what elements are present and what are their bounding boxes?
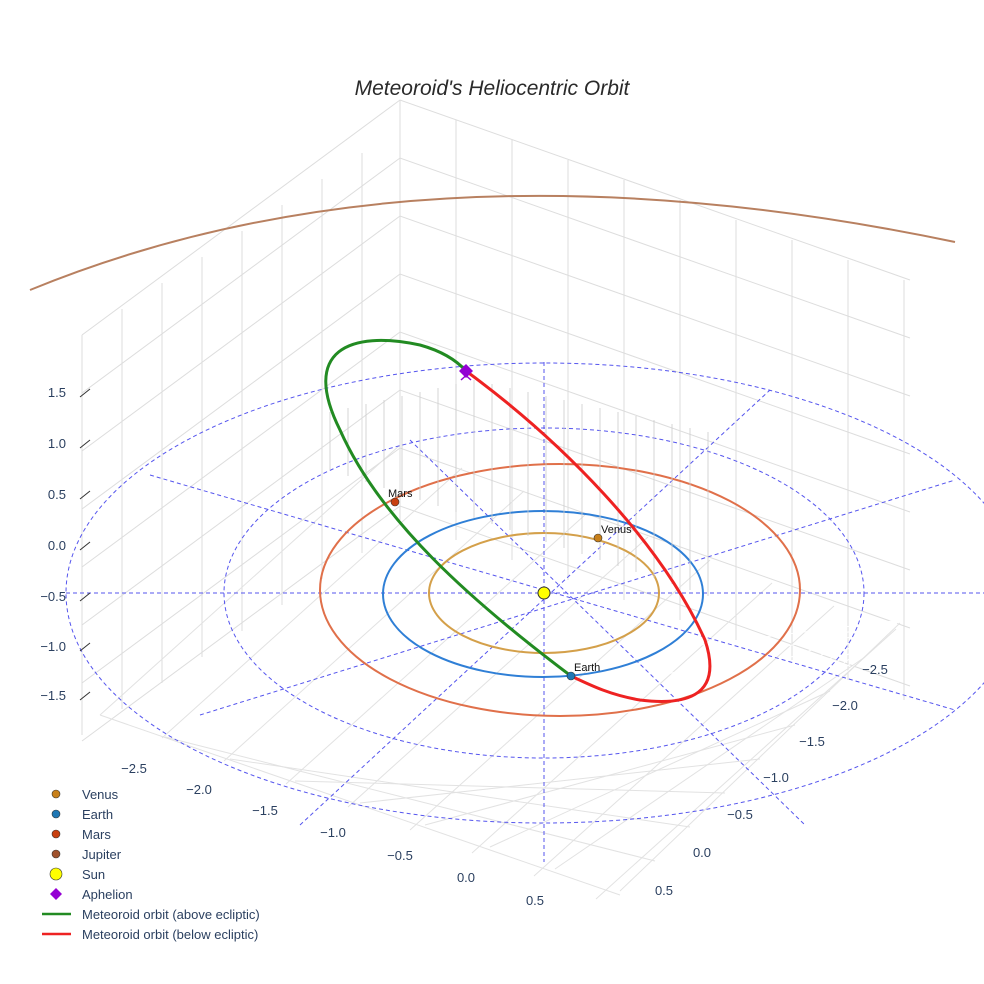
y-tick-label: 0.0 <box>693 845 711 860</box>
meteoroid-orbit-above <box>324 338 572 678</box>
aphelion-x-marker <box>460 370 472 381</box>
spacer <box>619 619 901 776</box>
floor-grid-line <box>161 467 463 739</box>
z-tick-label: 0.0 <box>48 538 66 553</box>
grid-line <box>81 331 911 568</box>
grid-line <box>81 215 911 452</box>
ecliptic-spoke <box>409 439 806 826</box>
legend-circle-icon <box>51 809 61 819</box>
planet-earth <box>566 671 576 681</box>
floor-grid-line <box>99 444 401 716</box>
floor-grid-line <box>619 622 901 892</box>
floor-grid-line <box>359 758 761 804</box>
spacer <box>619 619 901 866</box>
z-tick-label: −1.5 <box>40 688 66 703</box>
grid-line <box>81 99 911 336</box>
grid-line <box>81 273 911 510</box>
legend-item-label[interactable]: Meteoroid orbit (above ecliptic) <box>82 907 260 922</box>
floor-grid-line <box>285 513 587 785</box>
axis-ticks: 1.5 1.0 0.5 0.0 −0.5 −1.0 −1.5 −2.5 −2.0 −1.5 −1.0… <box>40 385 888 908</box>
z-tick-mark <box>79 541 91 551</box>
legend-circle-icon <box>51 789 61 799</box>
x-tick-label: −1.5 <box>252 803 278 818</box>
ecliptic-spoke <box>299 389 771 826</box>
z-tick-label: −0.5 <box>40 589 66 604</box>
orbit-venus <box>428 532 660 654</box>
y-tick-label: −2.5 <box>862 662 888 677</box>
z-tick-label: 0.5 <box>48 487 66 502</box>
spacer <box>619 619 901 836</box>
meteoroid-orbit-below <box>465 369 712 703</box>
planet-label: Venus <box>601 524 632 536</box>
planet-label: Mars <box>388 488 413 500</box>
z-tick-mark <box>79 439 91 449</box>
chart-title: Meteoroid's Heliocentric Orbit <box>355 77 631 100</box>
x-tick-label: 0.5 <box>526 893 544 908</box>
x-tick-label: −0.5 <box>387 848 413 863</box>
legend[interactable]: Venus Earth Mars Jupiter Sun Aphelion Meteoroi… <box>42 787 260 942</box>
spacer <box>619 619 901 806</box>
floor-grid-line <box>554 656 866 870</box>
floor-grid-line <box>424 724 796 826</box>
orbit-mars <box>319 463 801 717</box>
floor-grid-line <box>164 736 656 862</box>
spacer <box>619 619 901 746</box>
x-tick-label: −1.0 <box>320 825 346 840</box>
grid-line <box>81 157 911 394</box>
z-tick-label: 1.5 <box>48 385 66 400</box>
x-tick-label: 0.0 <box>457 870 475 885</box>
floor-grid-line <box>533 605 835 877</box>
orbit-jupiter <box>29 194 956 291</box>
markers: Venus Earth Mars <box>388 364 632 681</box>
y-tick-label: 0.5 <box>655 883 673 898</box>
legend-item-label[interactable]: Venus <box>82 787 119 802</box>
z-tick-mark <box>79 592 91 602</box>
z-tick-label: −1.0 <box>40 639 66 654</box>
planet-mars <box>390 497 400 507</box>
z-tick-mark <box>79 388 91 398</box>
floor-grid-line <box>409 559 711 831</box>
planet-venus <box>593 533 603 543</box>
x-tick-label: −2.5 <box>121 761 147 776</box>
legend-diamond-icon <box>50 888 62 900</box>
floor-grid-line <box>229 758 691 828</box>
legend-circle-icon <box>51 849 61 859</box>
floor-grid-line <box>471 582 773 854</box>
legend-item-label[interactable]: Mars <box>82 827 111 842</box>
grid-line <box>81 447 911 684</box>
legend-circle-icon <box>51 829 61 839</box>
orbit-earth <box>382 510 704 678</box>
z-tick-mark <box>79 691 91 701</box>
legend-item-label[interactable]: Jupiter <box>82 847 122 862</box>
aphelion-marker <box>459 364 473 378</box>
floor-grid-line <box>347 536 649 808</box>
legend-item-label[interactable]: Earth <box>82 807 113 822</box>
y-tick-label: −2.0 <box>832 698 858 713</box>
floor-grid-line <box>223 490 525 762</box>
z-tick-label: 1.0 <box>48 436 66 451</box>
grid-line <box>81 505 911 742</box>
z-tick-mark <box>79 490 91 500</box>
y-tick-label: −0.5 <box>727 807 753 822</box>
grid-line <box>81 389 911 626</box>
x-tick-label: −2.0 <box>186 782 212 797</box>
y-tick-label: −1.5 <box>799 734 825 749</box>
legend-circle-icon <box>49 867 63 881</box>
sun-marker <box>537 586 551 600</box>
legend-item-label[interactable]: Sun <box>82 867 105 882</box>
planet-label: Earth <box>574 662 600 674</box>
floor-grid-line <box>489 690 831 848</box>
y-tick-label: −1.0 <box>763 770 789 785</box>
legend-item-label[interactable]: Aphelion <box>82 887 133 902</box>
ecliptic-spoke <box>199 479 956 716</box>
spacer <box>619 619 901 656</box>
z-tick-mark <box>79 642 91 652</box>
legend-item-label[interactable]: Meteoroid orbit (below ecliptic) <box>82 927 258 942</box>
spacer <box>619 619 901 686</box>
orbits <box>29 194 956 717</box>
